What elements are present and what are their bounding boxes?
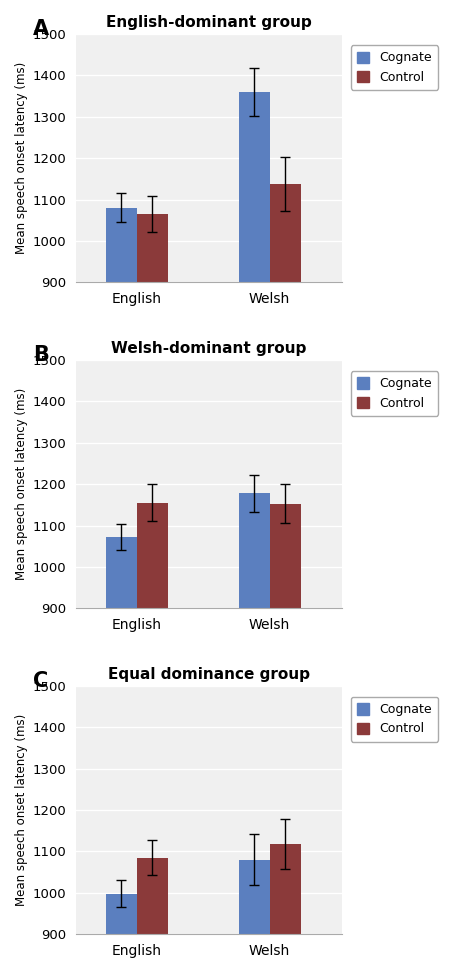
Legend: Cognate, Control: Cognate, Control (350, 45, 438, 90)
Bar (238, 493, 270, 973)
Title: Equal dominance group: Equal dominance group (108, 667, 310, 682)
Y-axis label: Mean speech onset latency (ms): Mean speech onset latency (ms) (15, 714, 28, 906)
Bar (137, 503, 168, 973)
Bar (137, 857, 168, 973)
Legend: Cognate, Control: Cognate, Control (350, 371, 438, 415)
Bar (238, 91, 270, 655)
Bar (270, 504, 301, 973)
Bar (238, 860, 270, 973)
Text: A: A (33, 19, 49, 39)
Bar (270, 844, 301, 973)
Bar (106, 208, 137, 655)
Bar (106, 893, 137, 973)
Bar (137, 214, 168, 655)
Bar (106, 537, 137, 973)
Text: C: C (33, 670, 48, 691)
Legend: Cognate, Control: Cognate, Control (350, 697, 438, 741)
Title: English-dominant group: English-dominant group (106, 15, 311, 30)
Y-axis label: Mean speech onset latency (ms): Mean speech onset latency (ms) (15, 388, 28, 580)
Y-axis label: Mean speech onset latency (ms): Mean speech onset latency (ms) (15, 62, 28, 254)
Bar (270, 184, 301, 655)
Title: Welsh-dominant group: Welsh-dominant group (111, 341, 306, 356)
Text: B: B (33, 345, 49, 365)
